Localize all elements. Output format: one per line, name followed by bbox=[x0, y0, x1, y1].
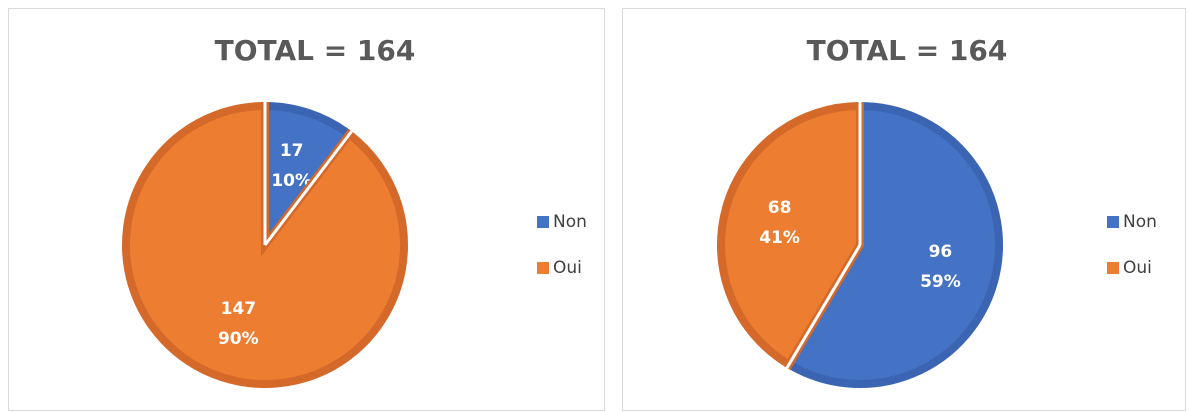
legend-label: Non bbox=[1123, 212, 1157, 232]
legend-label: Oui bbox=[553, 258, 582, 278]
legend-swatch bbox=[537, 262, 549, 274]
percent-label: 10% bbox=[271, 171, 312, 191]
slice-separator bbox=[785, 244, 862, 369]
legend-swatch bbox=[1107, 216, 1119, 228]
percent-label: 41% bbox=[759, 228, 800, 248]
chart-title: TOTAL = 164 bbox=[215, 34, 416, 67]
pie-slice bbox=[122, 101, 408, 388]
percent-label: 90% bbox=[218, 329, 259, 349]
chart-title: TOTAL = 164 bbox=[807, 34, 1008, 67]
data-label: 147 bbox=[221, 299, 257, 319]
data-label: 17 bbox=[280, 141, 304, 161]
legend-label: Oui bbox=[1123, 258, 1152, 278]
legend-swatch bbox=[1107, 262, 1119, 274]
legend-label: Non bbox=[553, 212, 587, 232]
data-label: 68 bbox=[768, 198, 792, 218]
pie-slice bbox=[717, 101, 864, 370]
legend-swatch bbox=[537, 216, 549, 228]
pie-slice bbox=[783, 101, 1003, 388]
percent-label: 59% bbox=[920, 272, 961, 292]
slice-separator bbox=[263, 130, 353, 246]
data-label: 96 bbox=[929, 242, 953, 262]
